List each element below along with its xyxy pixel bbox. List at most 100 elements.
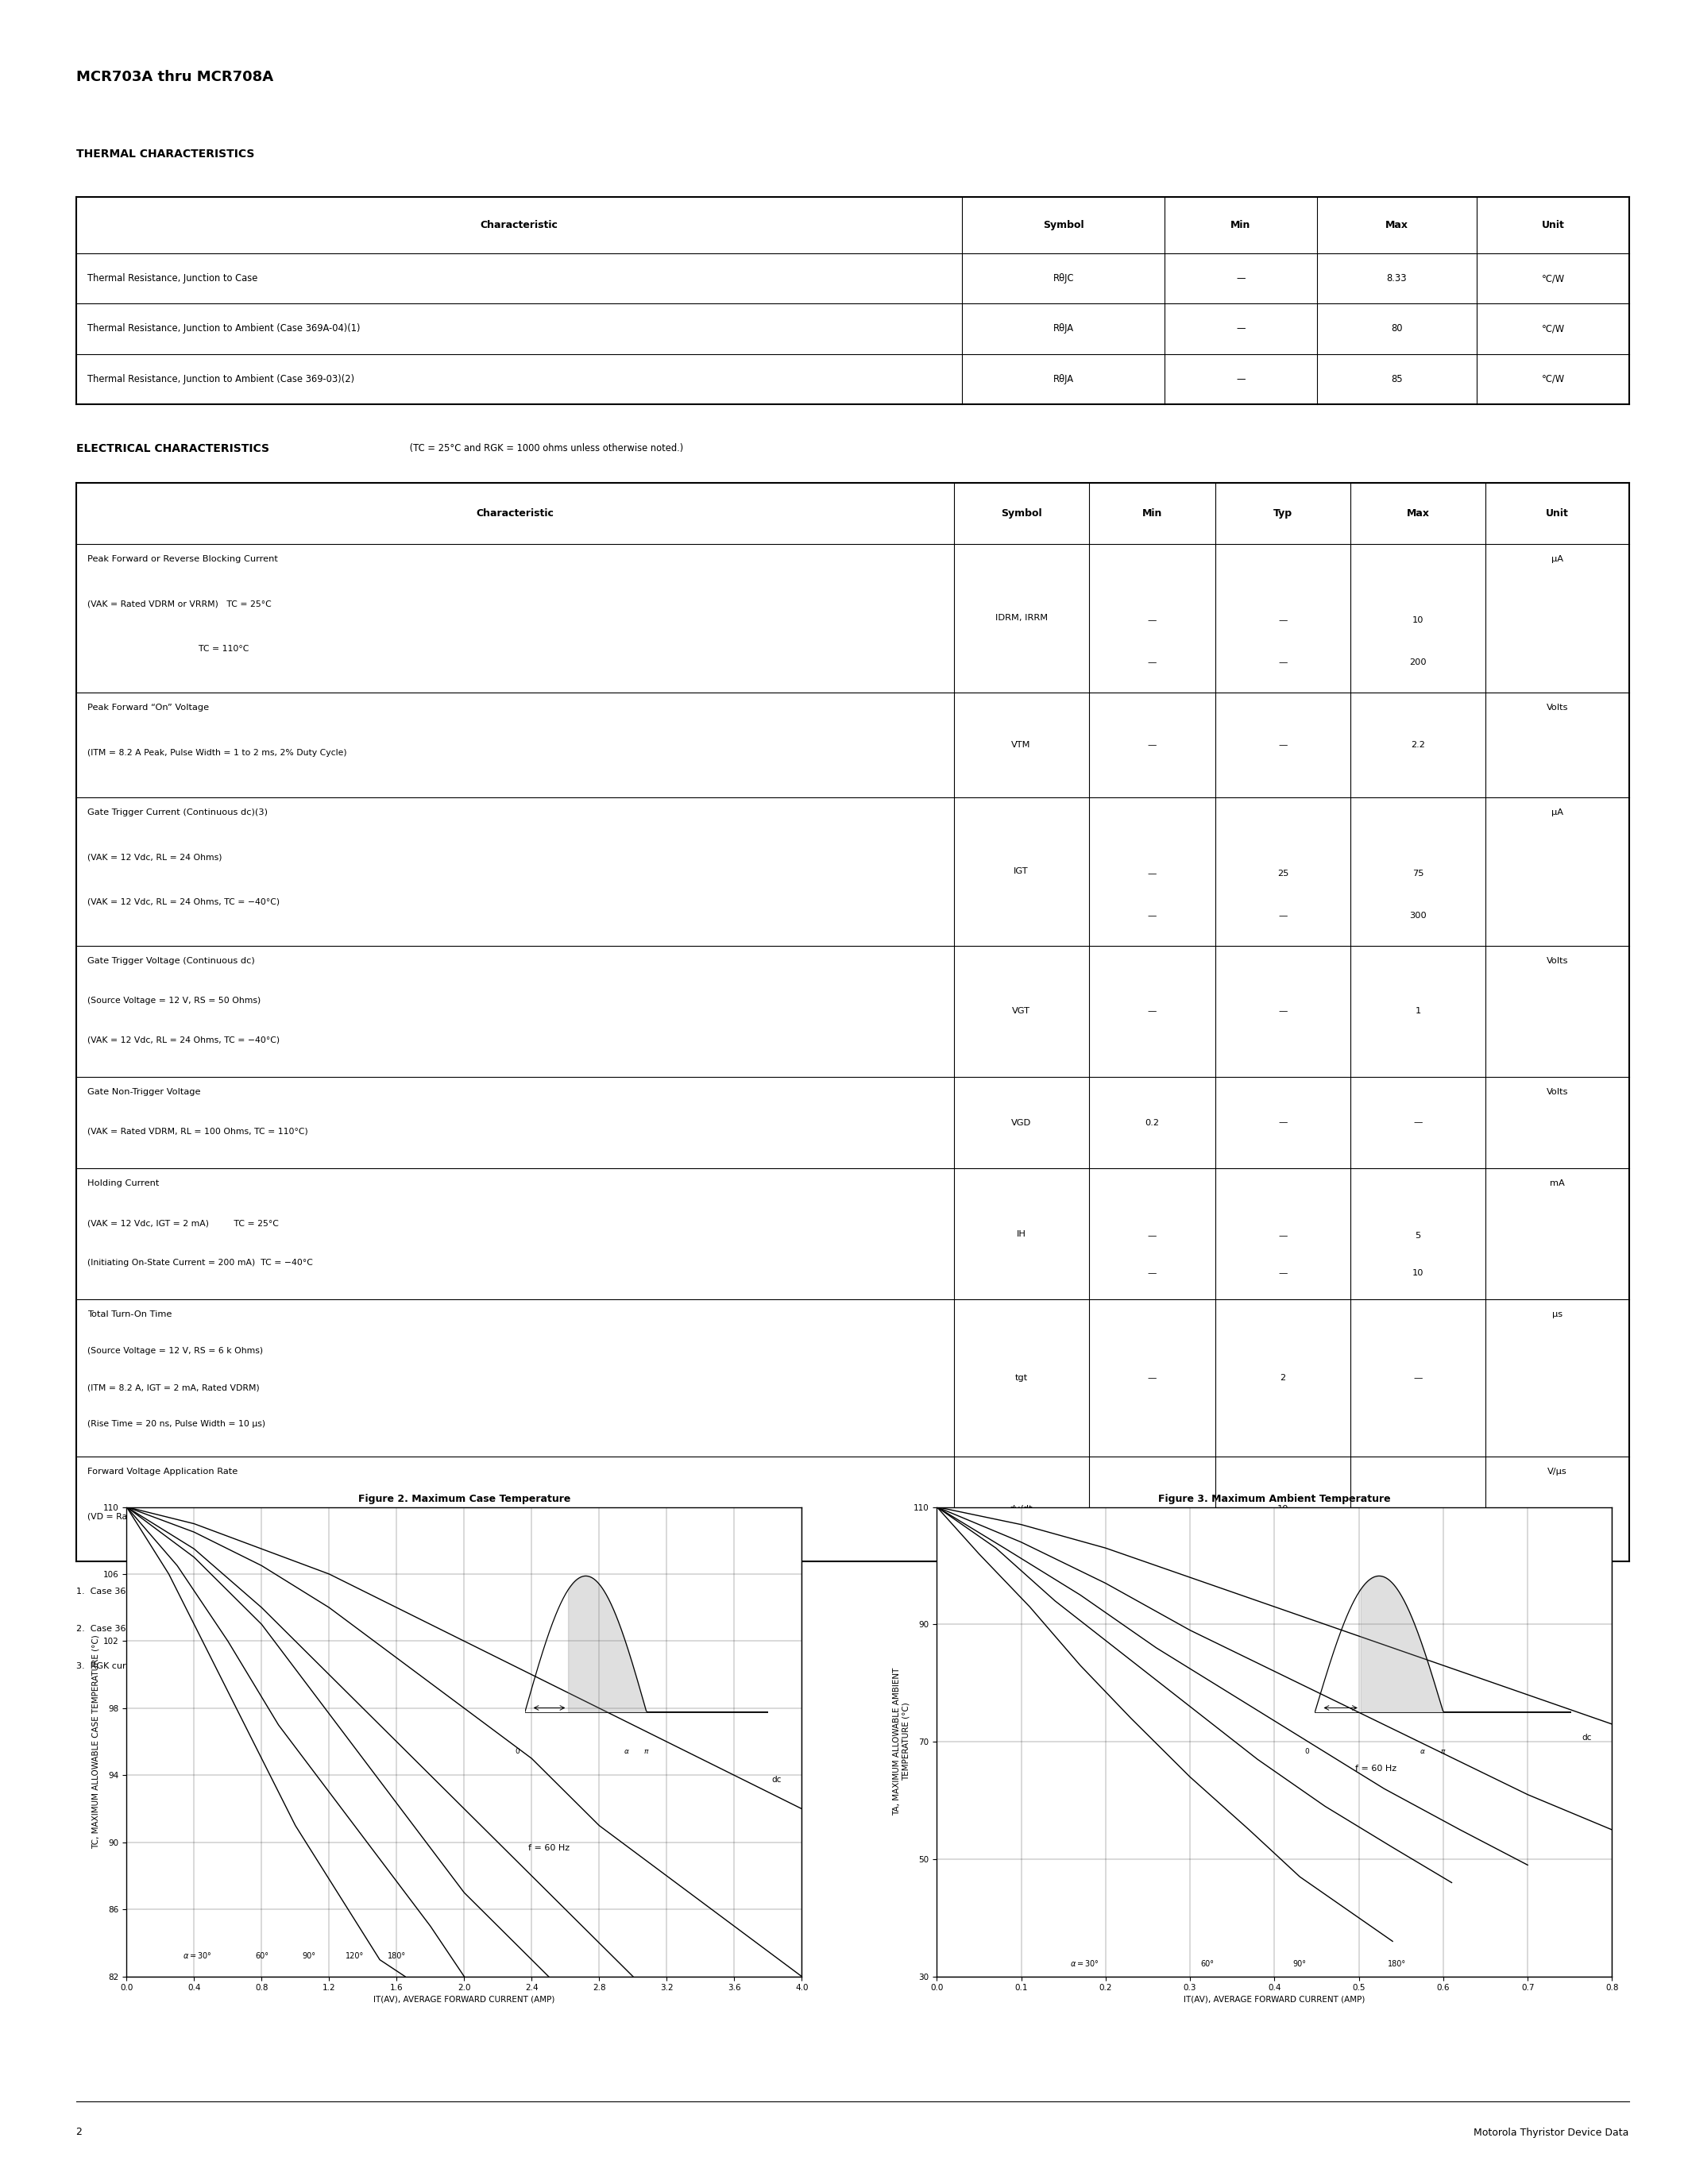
Text: μA: μA [1551,555,1563,563]
Text: (TC = 25°C and RGK = 1000 ohms unless otherwise noted.): (TC = 25°C and RGK = 1000 ohms unless ot… [407,443,684,454]
Text: Holding Current: Holding Current [88,1179,160,1188]
Text: 0.2: 0.2 [1144,1118,1160,1127]
Text: (VAK = 12 Vdc, RL = 24 Ohms, TC = −40°C): (VAK = 12 Vdc, RL = 24 Ohms, TC = −40°C) [88,898,280,906]
Text: Volts: Volts [1546,703,1568,712]
Y-axis label: TC, MAXIMUM ALLOWABLE CASE TEMPERATURE (°C): TC, MAXIMUM ALLOWABLE CASE TEMPERATURE (… [91,1634,100,1850]
Text: —: — [1413,1374,1423,1382]
Text: —: — [1148,1374,1156,1382]
Text: 75: 75 [1413,869,1423,878]
Text: —: — [1148,1007,1156,1016]
Text: Min: Min [1143,509,1161,518]
Text: Thermal Resistance, Junction to Case: Thermal Resistance, Junction to Case [88,273,258,284]
Text: Characteristic: Characteristic [476,509,554,518]
Text: 2.2: 2.2 [1411,740,1425,749]
Text: THERMAL CHARACTERISTICS: THERMAL CHARACTERISTICS [76,149,255,159]
Text: —: — [1236,273,1246,284]
Text: °C/W: °C/W [1541,273,1565,284]
Text: (VAK = Rated VDRM, RL = 100 Ohms, TC = 110°C): (VAK = Rated VDRM, RL = 100 Ohms, TC = 1… [88,1127,309,1136]
Text: —: — [1148,913,1156,919]
Text: (VAK = 12 Vdc, RL = 24 Ohms, TC = −40°C): (VAK = 12 Vdc, RL = 24 Ohms, TC = −40°C) [88,1035,280,1044]
Text: IDRM, IRRM: IDRM, IRRM [994,614,1048,622]
Text: Forward Voltage Application Rate: Forward Voltage Application Rate [88,1468,238,1476]
Text: 120°: 120° [346,1952,363,1959]
Text: $\alpha = 30°$: $\alpha = 30°$ [182,1950,213,1959]
Text: Motorola Thyristor Device Data: Motorola Thyristor Device Data [1474,2127,1629,2138]
Text: —: — [1148,1232,1156,1241]
Text: Gate Trigger Voltage (Continuous dc): Gate Trigger Voltage (Continuous dc) [88,957,255,965]
Text: 1.  Case 369A-04 when surface mounted on minimum pad sizes recommended.: 1. Case 369A-04 when surface mounted on … [76,1588,429,1597]
Text: (VD = Rated VDRM, Exponential Waveform, TC = 110°C): (VD = Rated VDRM, Exponential Waveform, … [88,1514,334,1522]
Text: 180°: 180° [1388,1959,1406,1968]
Text: Unit: Unit [1541,221,1565,229]
Text: (ITM = 8.2 A, IGT = 2 mA, Rated VDRM): (ITM = 8.2 A, IGT = 2 mA, Rated VDRM) [88,1382,260,1391]
Text: 5: 5 [1415,1232,1421,1241]
Text: IH: IH [1016,1230,1026,1238]
Text: —: — [1278,1118,1288,1127]
Text: —: — [1413,1505,1423,1514]
Text: —: — [1278,1232,1288,1241]
Text: ELECTRICAL CHARACTERISTICS: ELECTRICAL CHARACTERISTICS [76,443,268,454]
Text: Symbol: Symbol [1001,509,1041,518]
Text: Thermal Resistance, Junction to Ambient (Case 369A-04)(1): Thermal Resistance, Junction to Ambient … [88,323,361,334]
Text: —: — [1148,740,1156,749]
Text: 10: 10 [1278,1505,1288,1514]
Text: Characteristic: Characteristic [479,221,559,229]
Text: 90°: 90° [302,1952,316,1959]
Text: f = 60 Hz: f = 60 Hz [1355,1765,1396,1773]
Text: (ITM = 8.2 A Peak, Pulse Width = 1 to 2 ms, 2% Duty Cycle): (ITM = 8.2 A Peak, Pulse Width = 1 to 2 … [88,749,348,758]
Text: Typ: Typ [1273,509,1293,518]
Text: —: — [1148,1269,1156,1278]
Text: Unit: Unit [1546,509,1568,518]
Text: —: — [1148,869,1156,878]
Text: 90°: 90° [1293,1959,1307,1968]
Text: Total Turn-On Time: Total Turn-On Time [88,1310,172,1319]
Text: (VAK = 12 Vdc, IGT = 2 mA)         TC = 25°C: (VAK = 12 Vdc, IGT = 2 mA) TC = 25°C [88,1219,279,1227]
Text: (VAK = 12 Vdc, RL = 24 Ohms): (VAK = 12 Vdc, RL = 24 Ohms) [88,854,223,860]
Text: 3.  RGK current not included in measurement.: 3. RGK current not included in measureme… [76,1662,280,1671]
Text: Peak Forward “On” Voltage: Peak Forward “On” Voltage [88,703,209,712]
Text: —: — [1278,660,1288,666]
Text: tgt: tgt [1014,1374,1028,1382]
Text: 80: 80 [1391,323,1403,334]
Text: μs: μs [1551,1310,1563,1319]
Text: RθJA: RθJA [1053,373,1074,384]
X-axis label: IT(AV), AVERAGE FORWARD CURRENT (AMP): IT(AV), AVERAGE FORWARD CURRENT (AMP) [1183,1996,1366,2003]
Text: Peak Forward or Reverse Blocking Current: Peak Forward or Reverse Blocking Current [88,555,279,563]
Text: —: — [1236,323,1246,334]
Text: —: — [1148,660,1156,666]
Text: VGD: VGD [1011,1118,1031,1127]
Text: f = 60 Hz: f = 60 Hz [528,1845,569,1852]
Text: Volts: Volts [1546,957,1568,965]
Text: dc: dc [1582,1734,1592,1743]
Text: $\alpha = 30°$: $\alpha = 30°$ [1070,1959,1099,1968]
Text: dc: dc [771,1776,782,1784]
Text: Max: Max [1406,509,1430,518]
Text: 2: 2 [76,2127,83,2138]
Text: Max: Max [1386,221,1408,229]
Text: 10: 10 [1413,616,1423,625]
Text: —: — [1278,740,1288,749]
Text: —: — [1148,616,1156,625]
Y-axis label: TA, MAXIMUM ALLOWABLE AMBIENT
TEMPERATURE (°C): TA, MAXIMUM ALLOWABLE AMBIENT TEMPERATUR… [893,1669,910,1815]
Text: °C/W: °C/W [1541,373,1565,384]
Text: RθJC: RθJC [1053,273,1074,284]
Text: —: — [1278,1269,1288,1278]
Text: Volts: Volts [1546,1088,1568,1096]
Text: Gate Non-Trigger Voltage: Gate Non-Trigger Voltage [88,1088,201,1096]
Text: 60°: 60° [1200,1959,1214,1968]
Text: —: — [1278,616,1288,625]
Text: 200: 200 [1409,660,1426,666]
Text: Thermal Resistance, Junction to Ambient (Case 369-03)(2): Thermal Resistance, Junction to Ambient … [88,373,354,384]
Text: Min: Min [1231,221,1251,229]
Text: (Source Voltage = 12 V, RS = 6 k Ohms): (Source Voltage = 12 V, RS = 6 k Ohms) [88,1348,263,1354]
Text: 180°: 180° [388,1952,405,1959]
Text: —: — [1148,1505,1156,1514]
Text: IGT: IGT [1014,867,1028,876]
Text: RθJA: RθJA [1053,323,1074,334]
Text: (VAK = Rated VDRM or VRRM)   TC = 25°C: (VAK = Rated VDRM or VRRM) TC = 25°C [88,601,272,607]
Text: 2.  Case 369-03 standing in free air.: 2. Case 369-03 standing in free air. [76,1625,235,1634]
Text: °C/W: °C/W [1541,323,1565,334]
Text: mA: mA [1550,1179,1565,1188]
Text: dv/dt: dv/dt [1009,1505,1033,1514]
Text: Symbol: Symbol [1043,221,1084,229]
